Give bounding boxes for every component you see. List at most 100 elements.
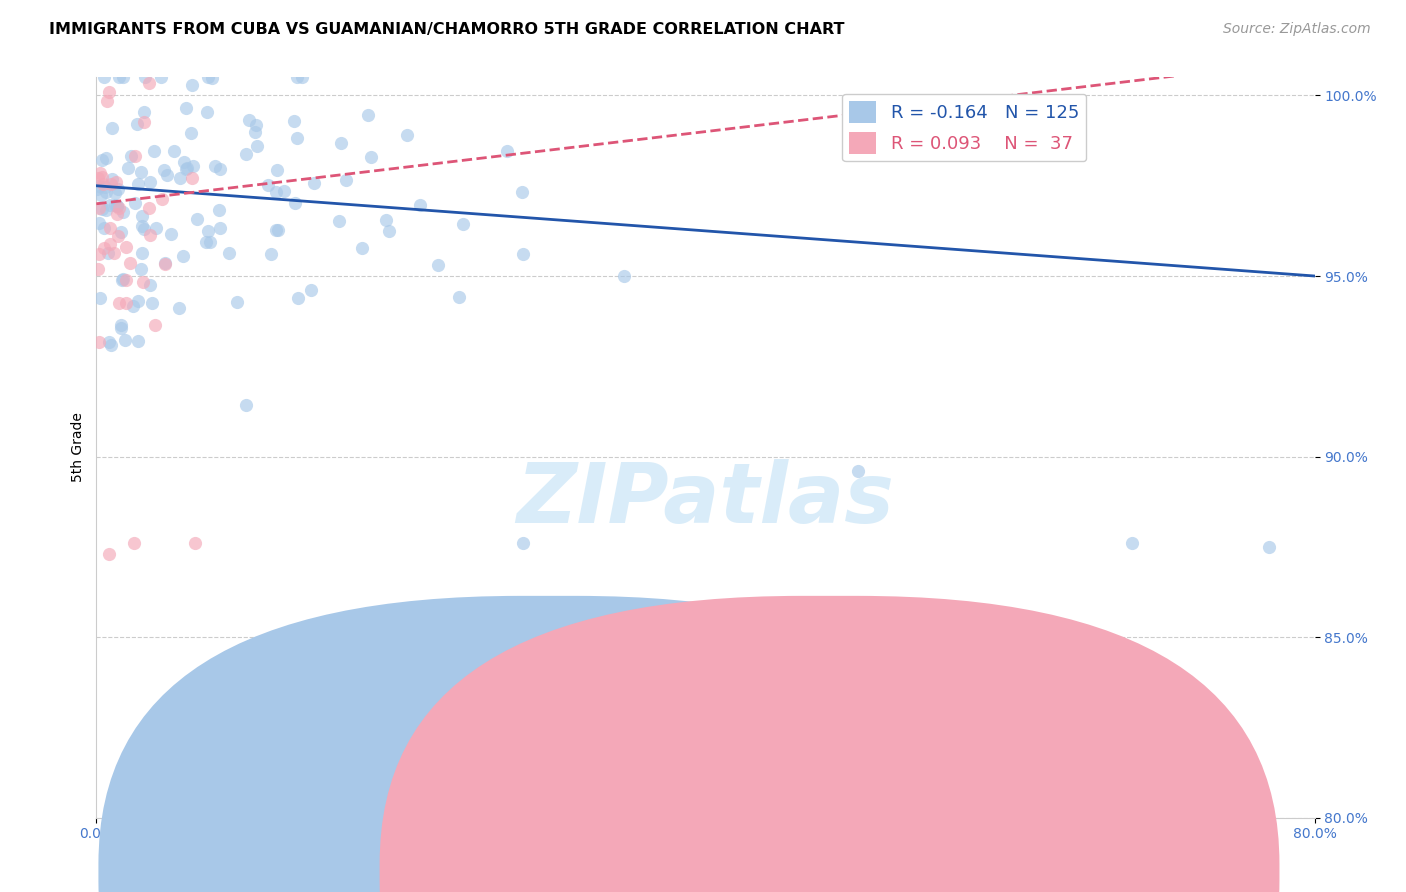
Point [90, 188, 112, 202]
Point [218, 245, 240, 260]
Point [163, 144, 186, 158]
Point [107, 182, 129, 196]
Point [127, 334, 149, 349]
Point [181, 159, 204, 173]
Point [87, 170, 110, 185]
Point [330, 136, 353, 150]
Point [134, 70, 156, 85]
Point [153, 163, 176, 178]
Point [846, 464, 869, 478]
Point [284, 196, 307, 211]
Point [115, 295, 138, 310]
Point [112, 70, 135, 85]
Point [174, 102, 197, 116]
Point [360, 151, 382, 165]
Point [108, 70, 131, 85]
Point [89, 166, 111, 180]
Point [197, 224, 219, 238]
Point [208, 161, 231, 176]
Point [208, 221, 231, 235]
Point [264, 185, 287, 199]
Point [127, 293, 149, 308]
Point [328, 214, 350, 228]
Point [200, 235, 222, 249]
Point [110, 225, 132, 239]
Point [94, 186, 117, 200]
Point [100, 337, 122, 351]
Point [97, 246, 120, 260]
Point [156, 169, 179, 183]
Y-axis label: 5th Grade: 5th Grade [72, 413, 86, 483]
Point [98, 198, 121, 212]
Point [264, 223, 287, 237]
Point [91, 202, 114, 217]
Point [93, 241, 115, 255]
Point [235, 398, 257, 412]
Point [131, 246, 153, 260]
Point [138, 201, 160, 215]
Point [93, 180, 115, 194]
Point [94, 151, 117, 165]
Point [352, 241, 374, 255]
Point [150, 192, 173, 206]
Point [145, 318, 167, 333]
Point [104, 198, 127, 212]
Point [115, 240, 138, 254]
Point [91, 153, 114, 167]
Point [172, 249, 194, 263]
Point [285, 130, 308, 145]
Point [124, 536, 146, 550]
Point [375, 213, 398, 227]
Point [149, 70, 172, 85]
Point [115, 273, 138, 287]
Point [378, 224, 401, 238]
Point [207, 203, 229, 218]
Point [287, 70, 309, 85]
Point [299, 283, 322, 297]
Point [107, 228, 129, 243]
Point [105, 199, 128, 213]
Point [613, 269, 636, 284]
Point [496, 144, 519, 158]
Point [131, 219, 153, 233]
Point [117, 161, 139, 175]
Point [357, 108, 380, 122]
Point [142, 144, 165, 158]
Point [124, 196, 146, 211]
Point [173, 155, 195, 169]
Point [93, 70, 115, 85]
Point [100, 177, 122, 191]
Point [259, 247, 281, 261]
Point [89, 178, 111, 193]
Point [93, 220, 115, 235]
Point [108, 201, 131, 215]
Point [335, 173, 357, 187]
Point [97, 85, 120, 99]
Point [184, 536, 207, 550]
Point [139, 277, 162, 292]
Point [257, 178, 280, 192]
Point [131, 210, 153, 224]
Point [197, 70, 219, 85]
Point [186, 212, 208, 227]
Point [87, 262, 110, 277]
Point [266, 163, 288, 178]
Text: Guamanians/Chamorros: Guamanians/Chamorros [872, 865, 1056, 880]
Point [87, 335, 110, 350]
Point [1121, 536, 1143, 550]
Point [105, 206, 128, 220]
Text: IMMIGRANTS FROM CUBA VS GUAMANIAN/CHAMORRO 5TH GRADE CORRELATION CHART: IMMIGRANTS FROM CUBA VS GUAMANIAN/CHAMOR… [49, 22, 845, 37]
Point [107, 296, 129, 310]
Legend: R = -0.164   N = 125, R = 0.093    N =  37: R = -0.164 N = 125, R = 0.093 N = 37 [842, 94, 1087, 161]
Point [103, 246, 125, 260]
Point [125, 117, 148, 131]
Point [169, 171, 191, 186]
Point [238, 113, 260, 128]
Point [245, 125, 267, 139]
Point [512, 247, 534, 261]
Point [155, 256, 177, 270]
Point [225, 294, 247, 309]
Point [180, 78, 202, 92]
Point [273, 184, 295, 198]
Text: ZIPatlas: ZIPatlas [516, 458, 894, 540]
